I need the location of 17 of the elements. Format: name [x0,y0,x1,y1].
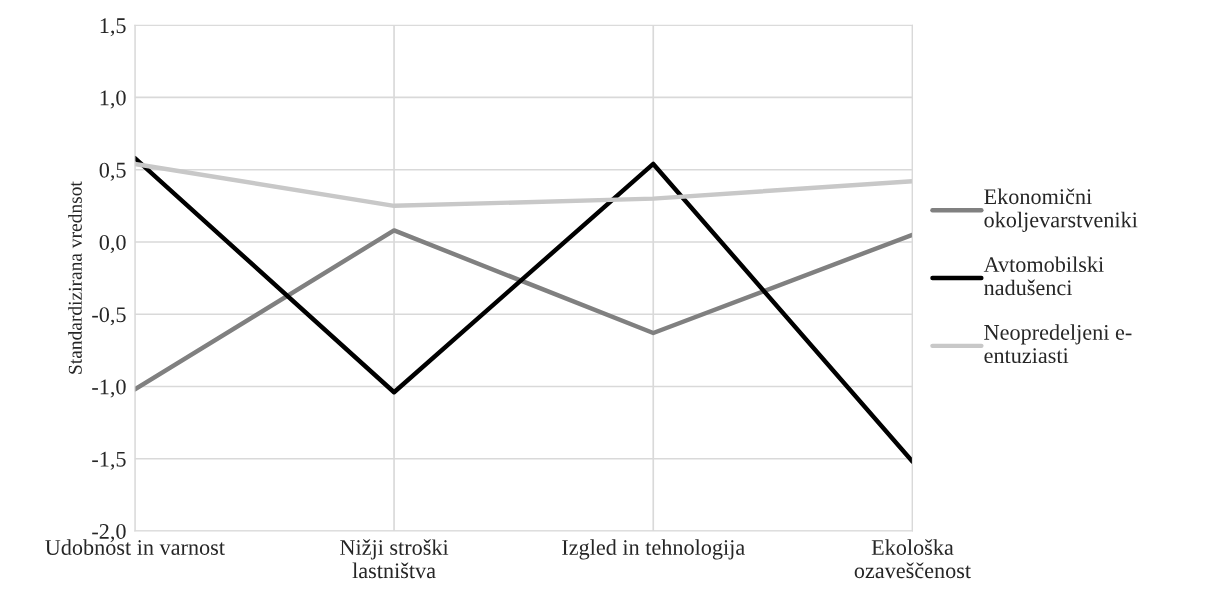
y-axis-title: Standardizirana vrednsot [68,181,82,374]
y-tick-label: -1,5 [92,451,126,470]
x-tick-label: Ekološka ozaveščenost [854,539,971,579]
legend-label: Avtomobilski nadušenci [983,256,1104,296]
x-tick-label: Izgled in tehnologija [562,539,745,560]
legend-label: Ekonomični okoljevarstveniki [984,188,1138,232]
line-series [134,228,913,392]
x-tick-label: Nižji stroški lastništva [340,539,449,579]
line-series [134,155,913,464]
y-tick-label: -0,5 [92,307,126,326]
legend-label: Neopredeljeni e- entuziasti [984,324,1132,364]
line-series [134,161,913,209]
y-tick-label: 1,0 [100,90,126,109]
y-tick-label: 0,0 [99,234,126,254]
y-tick-label: 1,5 [100,18,126,37]
y-tick-label: 0,5 [99,162,126,181]
y-tick-label: -1,0 [92,379,126,398]
